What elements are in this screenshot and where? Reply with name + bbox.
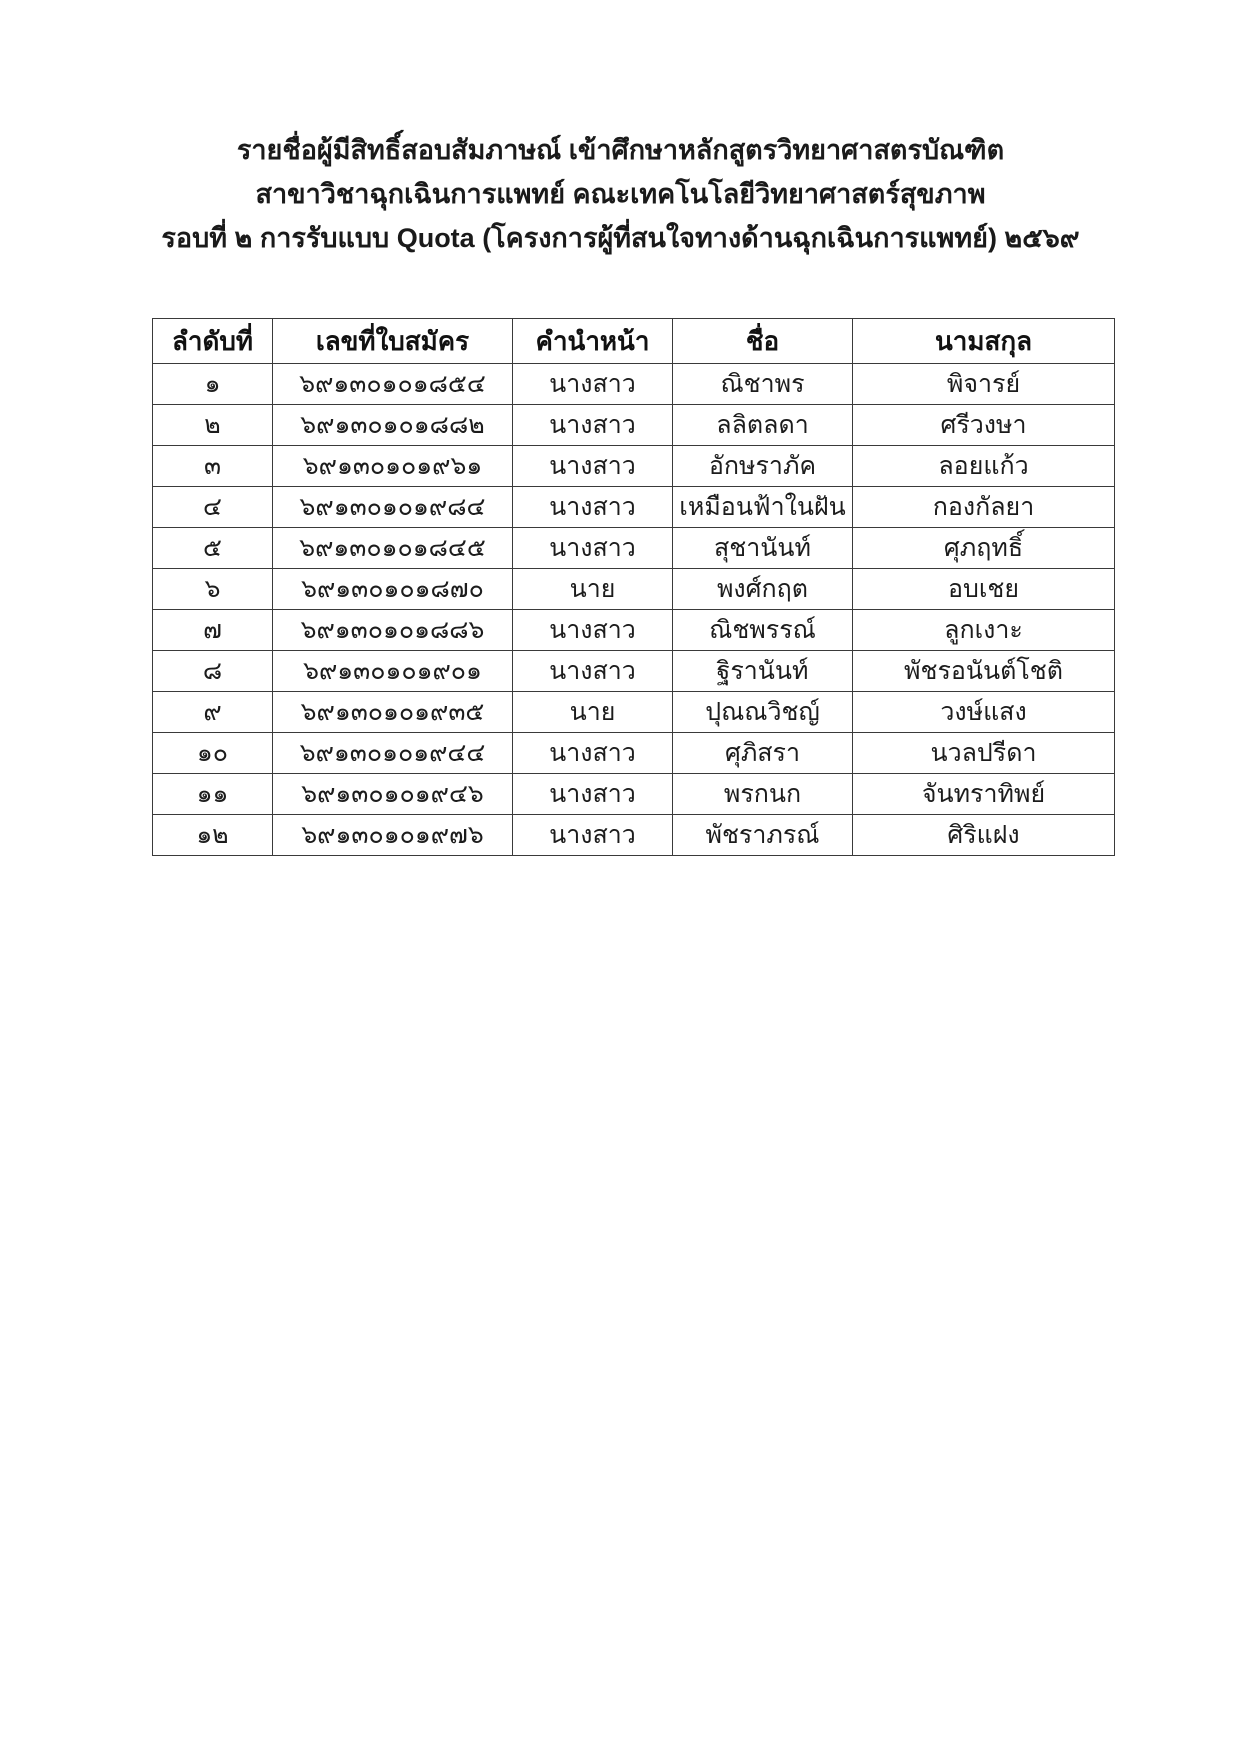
- table-row: ๑๐ ๖๙๑๓๐๑๐๑๙๔๔ นางสาว ศุภิสรา นวลปรีดา: [152, 732, 1115, 774]
- prefix-cell: นางสาว: [512, 445, 673, 487]
- table-row: ๙๖๙๑๓๐๑๐๑๙๓๕ นาย ปุณณวิชญ์ วงษ์แสง: [152, 691, 1115, 733]
- order-cell: ๑๐: [152, 732, 273, 774]
- prefix-cell: นาย: [512, 568, 673, 610]
- order-cell: ๗: [152, 609, 273, 651]
- order-cell: ๑: [152, 363, 273, 405]
- last-name-cell: จันทราทิพย์: [852, 773, 1115, 815]
- last-name-cell: ลอยแก้ว: [852, 445, 1115, 487]
- last-name-cell: ศิริแฝง: [852, 814, 1115, 856]
- table-row: ๑๑ ๖๙๑๓๐๑๐๑๙๔๖ นางสาว พรกนก จันทราทิพย์: [152, 773, 1115, 815]
- column-header-4: นามสกุล: [852, 318, 1115, 364]
- column-header-1: เลขที่ใบสมัคร: [272, 318, 513, 364]
- first-name-cell: เหมือนฟ้าในฝัน: [672, 486, 853, 528]
- last-name-cell: ศรีวงษา: [852, 404, 1115, 446]
- prefix-cell: นางสาว: [512, 609, 673, 651]
- first-name-cell: สุชานันท์: [672, 527, 853, 569]
- table-row: ๘๖๙๑๓๐๑๐๑๙๐๑ นางสาว ฐิรานันท์ พัชรอนันต์โชต…: [152, 650, 1115, 692]
- application-no-cell: ๖๙๑๓๐๑๐๑๙๓๕: [272, 691, 513, 733]
- first-name-cell: ณิชาพร: [672, 363, 853, 405]
- order-cell: ๘: [152, 650, 273, 692]
- last-name-cell: นวลปรีดา: [852, 732, 1115, 774]
- first-name-cell: ณิชพรรณ์: [672, 609, 853, 651]
- last-name-cell: พัชรอนันต์โชติ: [852, 650, 1115, 692]
- application-no-cell: ๖๙๑๓๐๑๐๑๘๘๖: [272, 609, 513, 651]
- title-line-1: รายชื่อผู้มีสิทธิ์สอบสัมภาษณ์ เข้าศึกษาห…: [236, 135, 1005, 165]
- last-name-cell: พิจารย์: [852, 363, 1115, 405]
- prefix-cell: นางสาว: [512, 363, 673, 405]
- prefix-cell: นางสาว: [512, 814, 673, 856]
- table-header-row: ลำดับที่ เลขที่ใบสมัคร คำนำหน้า ชื่อ นามสกุล: [152, 318, 1115, 364]
- table-row: ๓๖๙๑๓๐๑๐๑๙๖๑ นางสาว อักษราภัค ลอยแก้ว: [152, 445, 1115, 487]
- table-row: ๔๖๙๑๓๐๑๐๑๙๘๔ นางสาว เหมือนฟ้าในฝัน กองกัลยา: [152, 486, 1115, 528]
- application-no-cell: ๖๙๑๓๐๑๐๑๘๗๐: [272, 568, 513, 610]
- last-name-cell: ศุภฤทธิ์: [852, 527, 1115, 569]
- first-name-cell: อักษราภัค: [672, 445, 853, 487]
- application-no-cell: ๖๙๑๓๐๑๐๑๙๐๑: [272, 650, 513, 692]
- application-no-cell: ๖๙๑๓๐๑๐๑๘๕๔: [272, 363, 513, 405]
- order-cell: ๒: [152, 404, 273, 446]
- application-no-cell: ๖๙๑๓๐๑๐๑๙๗๖: [272, 814, 513, 856]
- prefix-cell: นางสาว: [512, 773, 673, 815]
- column-header-0: ลำดับที่: [152, 318, 273, 364]
- column-header-2: คำนำหน้า: [512, 318, 673, 364]
- first-name-cell: ลลิตลดา: [672, 404, 853, 446]
- application-no-cell: ๖๙๑๓๐๑๐๑๙๖๑: [272, 445, 513, 487]
- last-name-cell: ลูกเงาะ: [852, 609, 1115, 651]
- last-name-cell: อบเชย: [852, 568, 1115, 610]
- order-cell: ๑๑: [152, 773, 273, 815]
- application-no-cell: ๖๙๑๓๐๑๐๑๙๔๖: [272, 773, 513, 815]
- last-name-cell: วงษ์แสง: [852, 691, 1115, 733]
- application-no-cell: ๖๙๑๓๐๑๐๑๘๔๕: [272, 527, 513, 569]
- document-title: รายชื่อผู้มีสิทธิ์สอบสัมภาษณ์ เข้าศึกษาห…: [0, 0, 1241, 260]
- title-line-3: รอบที่ ๒ การรับแบบ Quota (โครงการผู้ที่ส…: [161, 223, 1080, 253]
- prefix-cell: นางสาว: [512, 732, 673, 774]
- prefix-cell: นางสาว: [512, 527, 673, 569]
- first-name-cell: ปุณณวิชญ์: [672, 691, 853, 733]
- prefix-cell: นางสาว: [512, 486, 673, 528]
- first-name-cell: พัชราภรณ์: [672, 814, 853, 856]
- applicant-table: ลำดับที่ เลขที่ใบสมัคร คำนำหน้า ชื่อ นามสกุล…: [152, 318, 1115, 856]
- order-cell: ๑๒: [152, 814, 273, 856]
- table-row: ๕๖๙๑๓๐๑๐๑๘๔๕ นางสาว สุชานันท์ ศุภฤทธิ์: [152, 527, 1115, 569]
- first-name-cell: ฐิรานันท์: [672, 650, 853, 692]
- table-body: ๑๖๙๑๓๐๑๐๑๘๕๔ นางสาว ณิชาพร พิจารย์๒๖๙๑๓๐๑๐๑…: [152, 363, 1115, 856]
- first-name-cell: ศุภิสรา: [672, 732, 853, 774]
- application-no-cell: ๖๙๑๓๐๑๐๑๙๘๔: [272, 486, 513, 528]
- table-row: ๑๒ ๖๙๑๓๐๑๐๑๙๗๖ นางสาว พัชราภรณ์ ศิริแฝง: [152, 814, 1115, 856]
- application-no-cell: ๖๙๑๓๐๑๐๑๘๘๒: [272, 404, 513, 446]
- order-cell: ๖: [152, 568, 273, 610]
- prefix-cell: นาย: [512, 691, 673, 733]
- first-name-cell: พงศ์กฤต: [672, 568, 853, 610]
- application-no-cell: ๖๙๑๓๐๑๐๑๙๔๔: [272, 732, 513, 774]
- column-header-3: ชื่อ: [672, 318, 853, 364]
- prefix-cell: นางสาว: [512, 650, 673, 692]
- order-cell: ๔: [152, 486, 273, 528]
- table-row: ๖๖๙๑๓๐๑๐๑๘๗๐ นาย พงศ์กฤต อบเชย: [152, 568, 1115, 610]
- prefix-cell: นางสาว: [512, 404, 673, 446]
- last-name-cell: กองกัลยา: [852, 486, 1115, 528]
- first-name-cell: พรกนก: [672, 773, 853, 815]
- order-cell: ๕: [152, 527, 273, 569]
- table-row: ๗๖๙๑๓๐๑๐๑๘๘๖ นางสาว ณิชพรรณ์ ลูกเงาะ: [152, 609, 1115, 651]
- table-row: ๑๖๙๑๓๐๑๐๑๘๕๔ นางสาว ณิชาพร พิจารย์: [152, 363, 1115, 405]
- order-cell: ๙: [152, 691, 273, 733]
- title-line-2: สาขาวิชาฉุกเฉินการแพทย์ คณะเทคโนโลยีวิทย…: [255, 179, 986, 209]
- table-row: ๒๖๙๑๓๐๑๐๑๘๘๒ นางสาว ลลิตลดา ศรีวงษา: [152, 404, 1115, 446]
- order-cell: ๓: [152, 445, 273, 487]
